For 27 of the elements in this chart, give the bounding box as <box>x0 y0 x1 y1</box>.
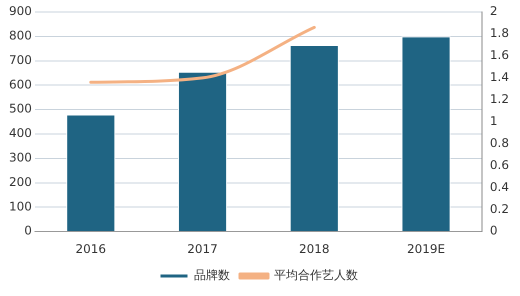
y2-tick-label: 1.4 <box>490 70 510 84</box>
y-tick-label: 500 <box>9 102 32 116</box>
legend-label: 平均合作艺人数 <box>274 268 358 282</box>
y2-tick-label: 1 <box>490 114 498 128</box>
legend-label: 品牌数 <box>194 268 230 282</box>
y-tick-label: 400 <box>9 126 32 140</box>
y-tick-label: 100 <box>9 199 32 214</box>
y2-tick-label: 1.2 <box>490 92 510 106</box>
y-tick-label: 700 <box>9 52 32 67</box>
x-tick-label: 2019E <box>406 242 446 256</box>
y2-tick-label: 0.6 <box>490 158 510 172</box>
y2-tick-label: 0.8 <box>490 136 510 150</box>
y-tick-label: 600 <box>9 77 32 92</box>
x-tick-label: 2018 <box>299 242 330 256</box>
y2-tick-label: 1.8 <box>490 26 510 40</box>
y2-tick-label: 0 <box>490 224 498 238</box>
y2-tick-label: 1.6 <box>490 48 510 62</box>
y-tick-label: 200 <box>9 174 32 189</box>
x-tick-label: 2017 <box>187 242 218 256</box>
y2-tick-label: 2 <box>490 4 498 18</box>
y-tick-label: 300 <box>9 150 32 165</box>
y-tick-label: 900 <box>9 4 32 18</box>
y2-tick-label: 0.4 <box>490 180 510 194</box>
y-tick-label: 800 <box>9 28 32 43</box>
y-tick-label: 0 <box>24 224 32 238</box>
y2-tick-label: 0.2 <box>490 202 510 216</box>
x-tick-label: 2016 <box>76 242 106 256</box>
